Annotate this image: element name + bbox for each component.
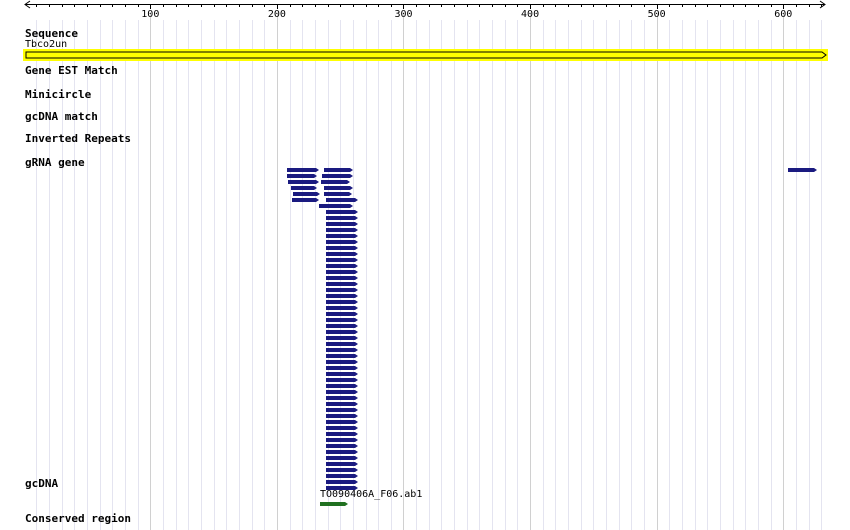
grna-gene-feature [326, 276, 358, 280]
grna-gene-feature [326, 348, 358, 352]
ruler-tick-label: 400 [521, 9, 539, 20]
grna-gene-feature [326, 258, 358, 262]
grna-gene-feature [326, 210, 358, 214]
grna-gene-feature [326, 414, 358, 418]
gcdna-label: gcDNA [25, 477, 59, 490]
position-ruler: 100 200 300 400 500 600 [24, 0, 826, 20]
grna-gene-feature [326, 300, 358, 304]
grna-gene-feature [321, 180, 350, 184]
grna-gene-feature [326, 222, 358, 226]
grna-gene-feature [326, 432, 358, 436]
gcdna-match-label: gcDNA match [25, 110, 98, 123]
ruler-tick-label: 600 [774, 9, 792, 20]
grna-gene-feature [326, 420, 358, 424]
grna-gene-feature [326, 372, 358, 376]
ruler-tick-label: 200 [268, 9, 286, 20]
grna-gene-feature [326, 468, 358, 472]
grna-gene-feature [326, 288, 358, 292]
grna-gene-feature [326, 456, 358, 460]
gcdna-feature [320, 502, 348, 506]
grna-gene-feature [326, 252, 358, 256]
grna-gene-feature [324, 186, 353, 190]
grna-gene-feature [292, 198, 319, 202]
grna-gene-feature [326, 480, 358, 484]
grna-gene-feature [324, 168, 353, 172]
grna-gene-feature [326, 324, 358, 328]
grna-gene-feature [326, 294, 358, 298]
grna-gene-feature [326, 264, 358, 268]
inverted-repeats-label: Inverted Repeats [25, 132, 131, 145]
grna-gene-feature [326, 306, 358, 310]
grna-gene-feature [326, 438, 358, 442]
grna-gene-feature [326, 396, 358, 400]
grna-gene-feature [326, 354, 358, 358]
sequence-name: Tbco2un [25, 39, 68, 50]
ruler-tick-label: 100 [141, 9, 159, 20]
ruler-tick-label: 300 [394, 9, 412, 20]
grna-gene-feature [326, 246, 358, 250]
grna-gene-feature [322, 174, 353, 178]
grna-gene-label: gRNA gene [25, 156, 85, 169]
gene-est-match-label: Gene EST Match [25, 64, 118, 77]
grna-gene-feature [287, 168, 319, 172]
grna-gene-feature [788, 168, 817, 172]
grna-gene-feature [326, 240, 358, 244]
ruler-left-arrow [24, 0, 31, 9]
grna-gene-feature [326, 234, 358, 238]
grna-gene-feature [326, 228, 358, 232]
grna-gene-feature [291, 186, 317, 190]
grna-gene-feature [326, 366, 358, 370]
grna-gene-feature [326, 216, 358, 220]
sequence-bar[interactable] [22, 48, 830, 62]
grna-gene-feature [326, 486, 358, 490]
grna-gene-feature [326, 270, 358, 274]
grna-gene-feature [326, 360, 358, 364]
grna-gene-feature [288, 180, 319, 184]
grna-gene-feature [326, 342, 358, 346]
grna-gene-feature [326, 336, 358, 340]
gcdna-feature-name: TO090406A_F06.ab1 [320, 489, 423, 500]
grna-gene-feature [326, 426, 358, 430]
conserved-region-label: Conserved region [25, 512, 131, 525]
minicircle-label: Minicircle [25, 88, 92, 101]
grna-gene-feature [293, 192, 320, 196]
grna-gene-feature [324, 192, 352, 196]
grna-gene-feature [326, 312, 358, 316]
ruler-tick-label: 500 [648, 9, 666, 20]
grna-gene-feature [287, 174, 317, 178]
grna-gene-feature [326, 450, 358, 454]
grna-gene-feature [326, 462, 358, 466]
grna-gene-feature [326, 444, 358, 448]
grna-gene-feature [326, 378, 358, 382]
grna-gene-feature [326, 384, 358, 388]
sequence-track-label: Sequence [25, 27, 78, 40]
sequence-arrow [25, 51, 827, 59]
grna-gene-feature [326, 318, 358, 322]
grna-gene-feature [326, 198, 358, 202]
grna-gene-feature [326, 282, 358, 286]
grna-gene-feature [326, 408, 358, 412]
grna-gene-feature [326, 330, 358, 334]
grna-gene-feature [326, 474, 358, 478]
grna-gene-feature [326, 390, 358, 394]
grna-gene-feature [319, 204, 353, 208]
grna-gene-feature [326, 402, 358, 406]
